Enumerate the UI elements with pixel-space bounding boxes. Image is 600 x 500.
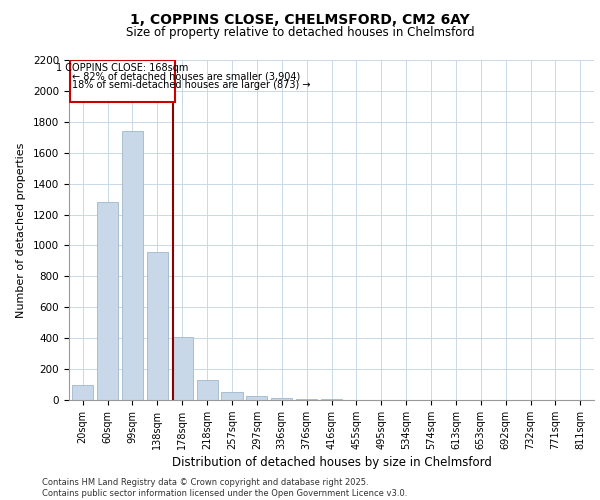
Bar <box>296 399 317 400</box>
Text: 1, COPPINS CLOSE, CHELMSFORD, CM2 6AY: 1, COPPINS CLOSE, CHELMSFORD, CM2 6AY <box>130 12 470 26</box>
Y-axis label: Number of detached properties: Number of detached properties <box>16 142 26 318</box>
Bar <box>246 396 268 400</box>
Bar <box>97 202 118 400</box>
Bar <box>221 392 242 400</box>
Bar <box>271 398 292 400</box>
Text: 1 COPPINS CLOSE: 168sqm: 1 COPPINS CLOSE: 168sqm <box>56 63 188 73</box>
Bar <box>172 336 193 400</box>
Text: ← 82% of detached houses are smaller (3,904): ← 82% of detached houses are smaller (3,… <box>72 72 301 82</box>
Bar <box>197 380 218 400</box>
Text: Contains HM Land Registry data © Crown copyright and database right 2025.
Contai: Contains HM Land Registry data © Crown c… <box>42 478 407 498</box>
X-axis label: Distribution of detached houses by size in Chelmsford: Distribution of detached houses by size … <box>172 456 491 469</box>
Bar <box>122 131 143 400</box>
FancyBboxPatch shape <box>70 60 175 102</box>
Bar <box>321 399 342 400</box>
Text: 18% of semi-detached houses are larger (873) →: 18% of semi-detached houses are larger (… <box>72 80 311 90</box>
Bar <box>72 384 93 400</box>
Bar <box>147 252 168 400</box>
Text: Size of property relative to detached houses in Chelmsford: Size of property relative to detached ho… <box>125 26 475 39</box>
